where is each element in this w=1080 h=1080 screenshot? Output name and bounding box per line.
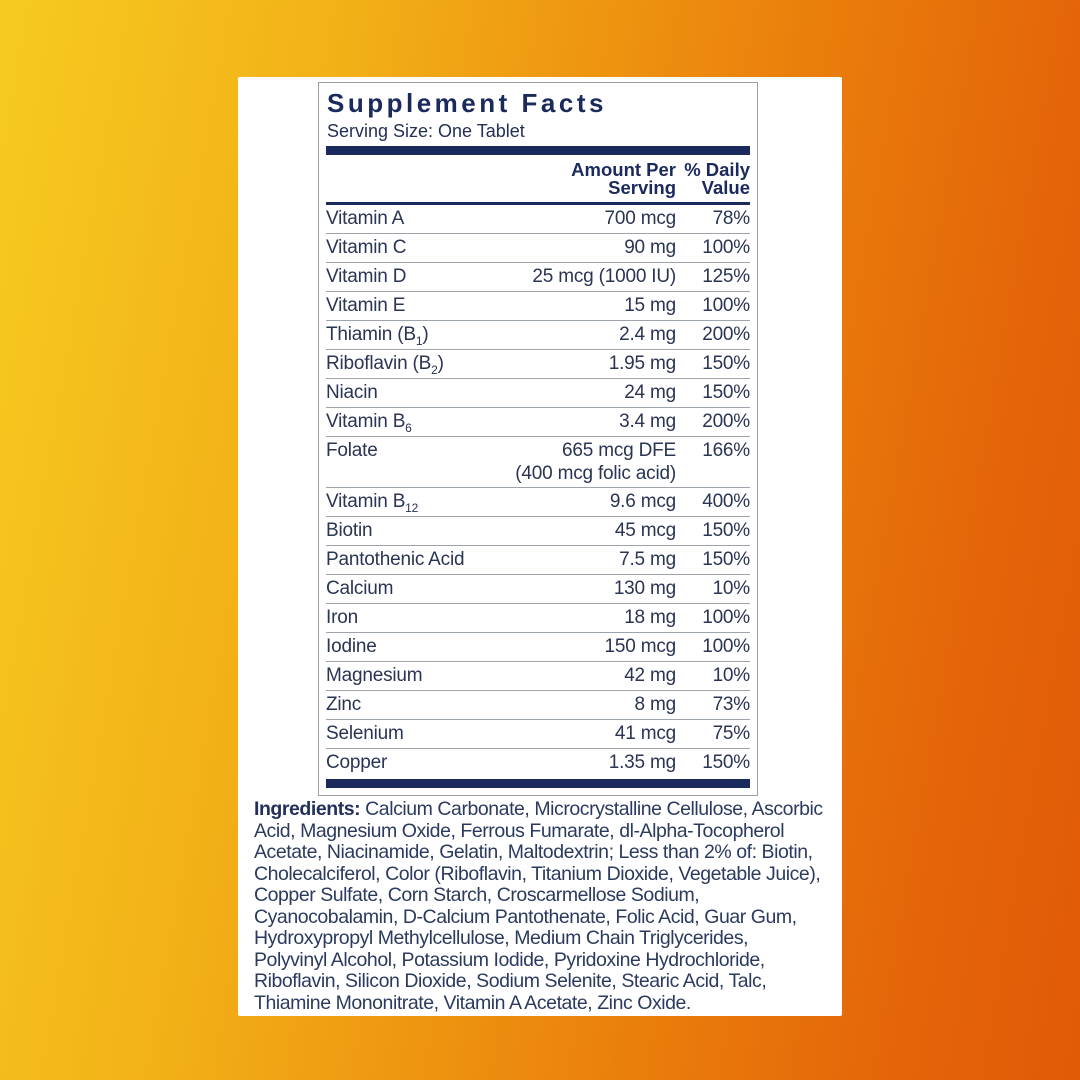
nutrient-amount: 41 mcg [614, 723, 676, 744]
nutrient-daily-value: 150% [702, 353, 750, 374]
nutrient-amount: 24 mg [624, 382, 676, 403]
ingredients-label: Ingredients: [254, 798, 361, 820]
dv-header-line1: % Daily [684, 159, 750, 180]
nutrient-daily-value: 100% [702, 237, 750, 258]
nutrient-name: Niacin [326, 382, 378, 403]
nutrient-name: Copper [326, 752, 388, 773]
nutrient-daily-value: 10% [712, 578, 751, 599]
nutrient-daily-value: 100% [702, 636, 750, 657]
nutrient-daily-value: 10% [712, 665, 751, 686]
nutrient-name: Zinc [326, 694, 362, 715]
nutrient-row: Iodine 150 mcg 100% [326, 632, 750, 661]
nutrient-rows: Vitamin A 700 mcg 78% Vitamin C 90 mg 100% Vit… [326, 205, 750, 777]
nutrient-name: Vitamin E [326, 295, 406, 316]
dv-header-line2: Value [701, 177, 750, 198]
nutrient-amount: 18 mg [624, 607, 676, 628]
nutrient-daily-value: 150% [702, 520, 750, 541]
nutrient-name: Calcium [326, 578, 394, 599]
nutrient-row: Biotin 45 mcg 150% [326, 516, 750, 545]
nutrient-row: Pantothenic Acid 7.5 mg 150% [326, 545, 750, 574]
nutrient-amount: 90 mg [624, 237, 676, 258]
nutrient-daily-value: 100% [702, 295, 750, 316]
nutrient-row: Riboflavin (B2) 1.95 mg 150% [326, 349, 750, 378]
nutrient-daily-value: 150% [702, 382, 750, 403]
nutrient-daily-value: 200% [702, 324, 750, 345]
nutrient-row: Niacin 24 mg 150% [326, 378, 750, 407]
nutrient-row: Copper 1.35 mg 150% [326, 748, 750, 777]
nutrient-row: Thiamin (B1) 2.4 mg 200% [326, 320, 750, 349]
nutrient-row: Calcium 130 mg 10% [326, 574, 750, 603]
nutrient-name: Pantothenic Acid [326, 549, 465, 570]
nutrient-daily-value: 73% [712, 694, 751, 715]
nutrient-row: Vitamin C 90 mg 100% [326, 233, 750, 262]
nutrient-row: Vitamin B12 9.6 mcg 400% [326, 487, 750, 516]
nutrient-name: Selenium [326, 723, 404, 744]
nutrient-amount: 1.95 mg [608, 353, 676, 374]
supplement-facts-panel: Supplement Facts Serving Size: One Table… [318, 82, 758, 796]
nutrient-amount: 45 mcg [614, 520, 676, 541]
serving-size: Serving Size: One Tablet [327, 121, 525, 141]
nutrient-row: Vitamin D 25 mcg (1000 IU) 125% [326, 262, 750, 291]
nutrient-name-subscript: 12 [405, 500, 419, 515]
nutrient-row: Vitamin E 15 mg 100% [326, 291, 750, 320]
nutrient-amount: 130 mg [613, 578, 676, 599]
nutrient-name: Iodine [326, 636, 377, 657]
amount-header-line1: Amount Per [571, 159, 676, 180]
divider-thick-bottom [326, 779, 750, 788]
nutrient-name: Magnesium [326, 665, 423, 686]
nutrient-row: Iron 18 mg 100% [326, 603, 750, 632]
column-headers: Amount Per Serving % Daily Value [326, 155, 750, 202]
nutrient-name: Vitamin B6 [326, 411, 412, 435]
nutrient-amount: 42 mg [624, 665, 676, 686]
nutrient-name: Vitamin A [326, 208, 405, 229]
nutrient-daily-value: 100% [702, 607, 750, 628]
panel-title: Supplement Facts [327, 88, 607, 118]
nutrient-amount: 665 mcg DFE (400 mcg folic acid) [515, 440, 676, 484]
nutrient-amount: 7.5 mg [619, 549, 676, 570]
nutrient-name: Riboflavin (B2) [326, 353, 444, 377]
nutrient-row: Vitamin A 700 mcg 78% [326, 205, 750, 233]
nutrient-row: Zinc 8 mg 73% [326, 690, 750, 719]
label-card: Supplement Facts Serving Size: One Table… [238, 77, 842, 1016]
nutrient-name-subscript: 1 [415, 333, 423, 348]
nutrient-amount: 700 mcg [604, 208, 677, 229]
nutrient-name: Vitamin B12 [326, 491, 419, 515]
nutrient-name-subscript: 6 [405, 420, 412, 435]
nutrient-row: Magnesium 42 mg 10% [326, 661, 750, 690]
divider-medium [326, 202, 750, 205]
nutrient-daily-value: 75% [712, 723, 751, 744]
nutrient-daily-value: 150% [702, 549, 750, 570]
nutrient-amount: 15 mg [624, 295, 676, 316]
ingredients-paragraph: Ingredients: Calcium Carbonate, Microcry… [254, 798, 824, 1014]
nutrient-daily-value: 78% [712, 208, 751, 229]
nutrient-amount: 1.35 mg [608, 752, 676, 773]
nutrient-amount: 25 mcg (1000 IU) [532, 266, 676, 287]
nutrient-amount: 8 mg [634, 694, 677, 715]
nutrient-amount: 2.4 mg [619, 324, 676, 345]
divider-thick-top [326, 146, 750, 155]
nutrient-row: Vitamin B6 3.4 mg 200% [326, 407, 750, 436]
nutrient-name: Biotin [326, 520, 373, 541]
nutrient-daily-value: 150% [702, 752, 750, 773]
nutrient-name: Iron [326, 607, 358, 628]
nutrient-daily-value: 400% [702, 491, 750, 512]
nutrient-row: Folate 665 mcg DFE (400 mcg folic acid) 166… [326, 436, 750, 487]
nutrient-row: Selenium 41 mcg 75% [326, 719, 750, 748]
nutrient-daily-value: 166% [702, 440, 750, 461]
nutrient-amount: 9.6 mcg [609, 491, 676, 512]
nutrient-name-subscript: 2 [431, 362, 438, 377]
nutrient-amount: 150 mcg [604, 636, 677, 657]
daily-value-column-header: % Daily Value [676, 159, 750, 198]
amount-header-line2: Serving [608, 177, 676, 198]
nutrient-name: Vitamin C [326, 237, 407, 258]
nutrient-name: Thiamin (B1) [326, 324, 429, 348]
nutrient-name: Folate [326, 440, 378, 461]
nutrient-name: Vitamin D [326, 266, 407, 287]
ingredients-text: Calcium Carbonate, Microcrystalline Cell… [254, 798, 823, 1014]
amount-column-header: Amount Per Serving [571, 159, 676, 198]
nutrient-daily-value: 125% [702, 266, 750, 287]
nutrient-amount: 3.4 mg [619, 411, 676, 432]
nutrient-daily-value: 200% [702, 411, 750, 432]
